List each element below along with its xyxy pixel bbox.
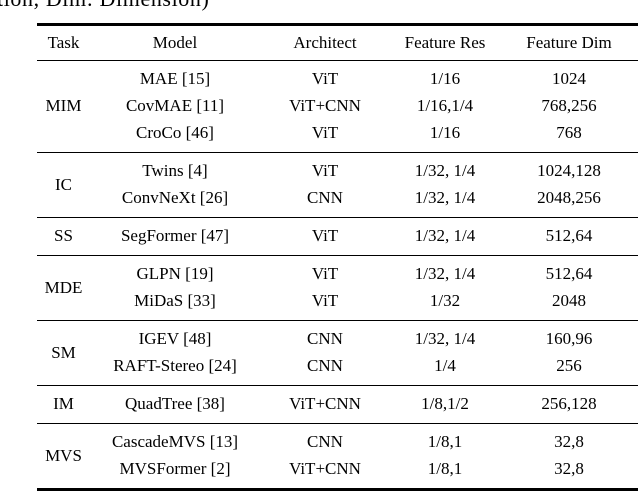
task-label: IC: [55, 174, 72, 194]
model-cell: IGEV [48]: [138, 329, 212, 349]
col-header-feature-dim: Feature Dim: [500, 24, 638, 61]
col-header-model: Model: [90, 24, 260, 61]
feature-res-cell: 1/32, 1/4: [414, 329, 476, 349]
architect-cell: CNN: [307, 188, 343, 208]
table-row: MVS CascadeMVS [13] CNN 1/8,1 32,8: [37, 424, 638, 464]
task-group-mvs: MVS CascadeMVS [13] CNN 1/8,1 32,8 MVSFormer …: [37, 423, 638, 490]
task-group-ss: SS SegFormer [47] ViT 1/32, 1/4 512,64: [37, 217, 638, 256]
table-row: IM QuadTree [38] ViT+CNN 1/8,1/2 256,128: [37, 386, 638, 424]
feature-dim-cell: 2048: [552, 291, 586, 311]
table-row: MIM MAE [15] ViT 1/16 1024: [37, 61, 638, 115]
feature-res-cell: 1/16: [429, 123, 461, 143]
table-row: ConvNeXt [26] CNN 1/32, 1/4 2048,256: [37, 185, 638, 218]
feature-dim-cell: 1024,128: [537, 161, 601, 181]
feature-res-cell: 1/8,1: [427, 459, 463, 479]
model-cell: GLPN [19]: [136, 264, 214, 284]
model-cell: CascadeMVS [13]: [111, 432, 239, 452]
task-group-mde: MDE GLPN [19] ViT 1/32, 1/4 512,64 MiDaS [33]…: [37, 255, 638, 321]
task-label: IM: [53, 394, 74, 414]
feature-res-cell: 1/8,1/2: [421, 394, 469, 414]
caption-fragment: tion, Dim: Dimension): [0, 0, 640, 13]
feature-res-cell: 1/32, 1/4: [414, 161, 476, 181]
task-label: MVS: [45, 445, 82, 465]
task-label: MIM: [45, 96, 82, 116]
feature-res-cell: 1/16,1/4: [416, 96, 474, 116]
model-cell: MAE [15]: [139, 69, 211, 89]
task-group-ic: IC Twins [4] ViT 1/32, 1/4 1024,128 ConvNeXt …: [37, 152, 638, 218]
table-row: CroCo [46] ViT 1/16 768: [37, 120, 638, 153]
feature-dim-cell: 32,8: [554, 459, 584, 479]
model-cell: CovMAE [11]: [125, 96, 225, 116]
architect-cell: ViT: [311, 123, 339, 143]
architect-cell: CNN: [307, 432, 343, 452]
architect-cell: CNN: [307, 356, 343, 376]
col-header-task: Task: [37, 24, 90, 61]
task-label: SM: [51, 342, 76, 362]
feature-res-cell: 1/32, 1/4: [414, 264, 476, 284]
model-cell: RAFT-Stereo [24]: [113, 356, 237, 376]
task-group-sm: SM IGEV [48] CNN 1/32, 1/4 160,96 RAFT-Stereo…: [37, 320, 638, 386]
feature-dim-cell: 512,64: [545, 264, 593, 284]
table-row: RAFT-Stereo [24] CNN 1/4 256: [37, 353, 638, 386]
architect-cell: ViT: [311, 226, 339, 246]
architect-cell: CNN: [307, 329, 343, 349]
task-group-im: IM QuadTree [38] ViT+CNN 1/8,1/2 256,128: [37, 385, 638, 424]
table-row: CovMAE [11] ViT+CNN 1/16,1/4 768,256: [37, 93, 638, 120]
table-row: MVSFormer [2] ViT+CNN 1/8,1 32,8: [37, 456, 638, 490]
caption-fragment-text: tion, Dim: Dimension): [0, 0, 209, 12]
feature-dim-cell: 256,128: [541, 394, 597, 414]
task-group-mim: MIM MAE [15] ViT 1/16 1024 CovMAE [11] ViT+CNN…: [37, 60, 638, 153]
table-row: MiDaS [33] ViT 1/32 2048: [37, 288, 638, 321]
feature-dim-cell: 768: [556, 123, 582, 143]
feature-dim-cell: 256: [556, 356, 582, 376]
architect-cell: ViT+CNN: [289, 459, 361, 479]
paper-table: Task Model Architect Feature Res Feature…: [37, 23, 638, 491]
model-cell: Twins [4]: [142, 161, 208, 181]
model-cell: MVSFormer [2]: [119, 459, 231, 479]
task-label: SS: [54, 226, 73, 246]
table-row: MDE GLPN [19] ViT 1/32, 1/4 512,64: [37, 256, 638, 296]
header-row: Task Model Architect Feature Res Feature…: [37, 24, 638, 61]
model-cell: QuadTree [38]: [125, 394, 225, 414]
architect-cell: ViT: [311, 291, 339, 311]
architect-cell: ViT+CNN: [289, 394, 361, 414]
model-cell: CroCo [46]: [136, 123, 214, 143]
col-header-architect: Architect: [260, 24, 390, 61]
model-cell: MiDaS [33]: [134, 291, 216, 311]
feature-res-cell: 1/32: [429, 291, 461, 311]
feature-dim-cell: 512,64: [545, 226, 593, 246]
feature-res-cell: 1/8,1: [427, 432, 463, 452]
model-cell: ConvNeXt [26]: [121, 188, 229, 208]
feature-res-cell: 1/16: [429, 69, 461, 89]
table-row: SM IGEV [48] CNN 1/32, 1/4 160,96: [37, 321, 638, 361]
feature-res-cell: 1/32, 1/4: [414, 188, 476, 208]
architect-cell: ViT: [311, 264, 339, 284]
table-row: IC Twins [4] ViT 1/32, 1/4 1024,128: [37, 153, 638, 193]
feature-dim-cell: 2048,256: [537, 188, 601, 208]
model-cell: SegFormer [47]: [120, 226, 230, 246]
table-header: Task Model Architect Feature Res Feature…: [37, 24, 638, 61]
feature-dim-cell: 160,96: [545, 329, 593, 349]
feature-res-cell: 1/32, 1/4: [414, 226, 476, 246]
feature-dim-cell: 768,256: [541, 96, 597, 116]
feature-res-cell: 1/4: [434, 356, 456, 376]
architect-cell: ViT+CNN: [289, 96, 361, 116]
task-label: MDE: [44, 277, 83, 297]
col-header-feature-res: Feature Res: [390, 24, 500, 61]
feature-dim-cell: 1024: [552, 69, 586, 89]
architect-cell: ViT: [311, 161, 339, 181]
table-row: SS SegFormer [47] ViT 1/32, 1/4 512,64: [37, 218, 638, 256]
architect-cell: ViT: [311, 69, 339, 89]
feature-dim-cell: 32,8: [554, 432, 584, 452]
